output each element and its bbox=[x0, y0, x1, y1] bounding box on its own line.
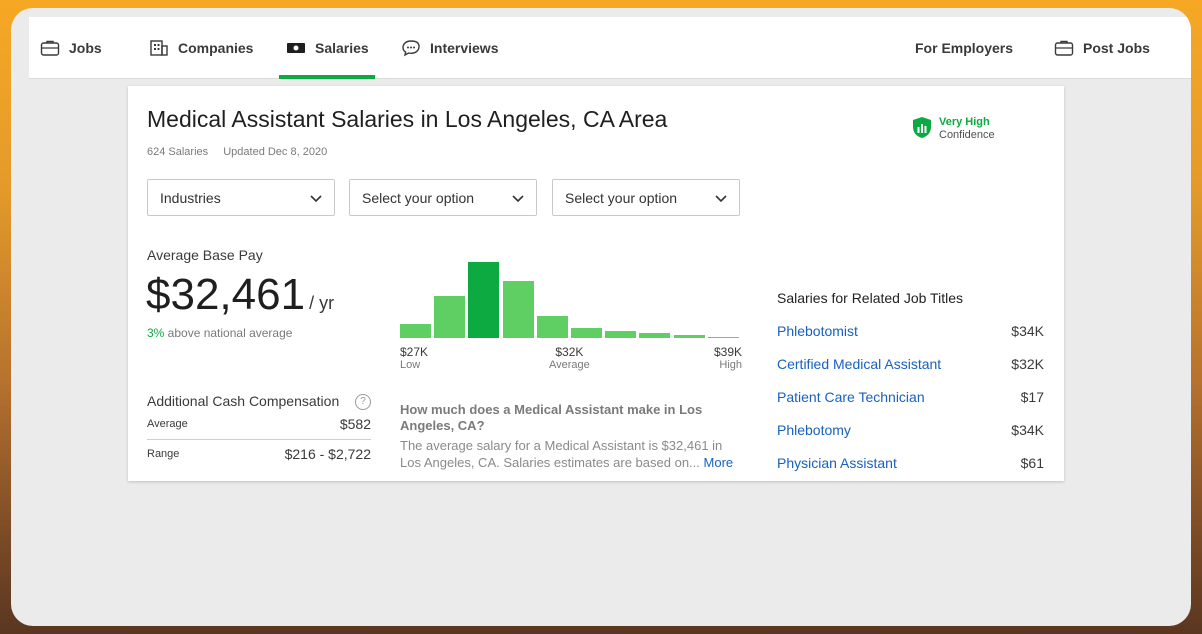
axis-low-label: Low bbox=[400, 359, 421, 371]
money-icon bbox=[285, 37, 307, 59]
salary-meta: 624 Salaries Updated Dec 8, 2020 bbox=[147, 146, 327, 158]
histogram-bar bbox=[707, 337, 739, 338]
updated-date: Updated Dec 8, 2020 bbox=[223, 146, 328, 158]
histogram-bar bbox=[502, 281, 534, 338]
industries-dropdown[interactable]: Industries bbox=[147, 179, 335, 216]
faq-question: How much does a Medical Assistant make i… bbox=[400, 402, 703, 433]
histogram-bar bbox=[468, 262, 500, 338]
related-job-link[interactable]: Physician Assistant bbox=[777, 455, 897, 471]
cash-range-value: $216 - $2,722 bbox=[284, 446, 371, 462]
nav-salaries-label: Salaries bbox=[315, 40, 369, 56]
related-job-salary: $34K bbox=[1011, 422, 1044, 438]
axis-high-label: High bbox=[719, 359, 742, 371]
filter-dropdown-3[interactable]: Select your option bbox=[552, 179, 740, 216]
pay-amount: $32,461 bbox=[146, 270, 306, 319]
nav-for-employers[interactable]: For Employers bbox=[915, 17, 1013, 79]
nav-for-employers-label: For Employers bbox=[915, 40, 1014, 56]
related-titles-heading: Salaries for Related Job Titles bbox=[777, 290, 963, 306]
salary-count: 624 Salaries bbox=[147, 146, 209, 158]
related-job-salary: $61 bbox=[1020, 455, 1044, 471]
pay-period: / yr bbox=[309, 293, 335, 313]
average-base-pay-label: Average Base Pay bbox=[147, 247, 263, 263]
additional-cash-title: Additional Cash Compensation bbox=[147, 393, 340, 409]
axis-mid-label: Average bbox=[549, 359, 590, 371]
divider bbox=[147, 439, 371, 440]
axis-mid: $32K Average bbox=[549, 345, 590, 371]
cash-average-value: $582 bbox=[339, 416, 371, 432]
axis-low: $27K Low bbox=[400, 345, 428, 371]
briefcase-icon bbox=[39, 37, 61, 59]
related-row: Patient Care Technician $17 bbox=[777, 389, 1044, 405]
nav-jobs[interactable]: Jobs bbox=[39, 17, 102, 79]
histogram-bar bbox=[571, 328, 602, 338]
chat-bubble-icon bbox=[400, 37, 422, 59]
salary-histogram bbox=[400, 256, 742, 338]
confidence-badge: Very High Confidence bbox=[912, 116, 995, 144]
related-job-link[interactable]: Phlebotomy bbox=[777, 422, 851, 438]
related-job-salary: $17 bbox=[1020, 389, 1044, 405]
related-row: Phlebotomist $34K bbox=[777, 323, 1044, 339]
axis-mid-value: $32K bbox=[555, 345, 584, 359]
filter-dropdown-2[interactable]: Select your option bbox=[349, 179, 537, 216]
faq-answer: The average salary for a Medical Assista… bbox=[400, 437, 745, 471]
histogram-bar bbox=[673, 335, 705, 338]
histogram-bar bbox=[434, 296, 466, 338]
faq-answer-text: The average salary for a Medical Assista… bbox=[400, 438, 723, 470]
average-base-pay: $32,461/ yr bbox=[146, 270, 334, 320]
nav-companies[interactable]: Companies bbox=[148, 17, 253, 79]
filter-dropdown-2-value: Select your option bbox=[362, 189, 475, 206]
cash-average-row: Average $582 bbox=[147, 416, 371, 432]
related-row: Physician Assistant $61 bbox=[777, 455, 1044, 471]
industries-dropdown-value: Industries bbox=[160, 189, 221, 206]
related-job-link[interactable]: Certified Medical Assistant bbox=[777, 356, 942, 372]
axis-high: $39K High bbox=[692, 345, 742, 371]
confidence-label: Confidence bbox=[939, 129, 995, 141]
nav-companies-label: Companies bbox=[178, 40, 254, 56]
nav-interviews-label: Interviews bbox=[430, 40, 499, 56]
briefcase-icon bbox=[1053, 37, 1075, 59]
histogram-bar bbox=[400, 324, 431, 338]
help-icon[interactable]: ? bbox=[355, 394, 371, 410]
browser-frame: Jobs Companies Salaries Interviews For E… bbox=[11, 8, 1191, 626]
shield-chart-icon bbox=[912, 116, 932, 144]
nav-post-jobs-label: Post Jobs bbox=[1083, 40, 1150, 56]
page-title: Medical Assistant Salaries in Los Angele… bbox=[147, 106, 668, 132]
above-percentage: 3% bbox=[147, 326, 165, 340]
building-icon bbox=[148, 37, 170, 59]
more-link[interactable]: More bbox=[703, 455, 734, 470]
histogram-bar bbox=[536, 316, 568, 338]
nav-salaries[interactable]: Salaries bbox=[279, 17, 375, 79]
cash-range-label: Range bbox=[147, 448, 180, 460]
related-job-salary: $32K bbox=[1011, 356, 1044, 372]
related-job-link[interactable]: Patient Care Technician bbox=[777, 389, 925, 405]
cash-average-label: Average bbox=[147, 418, 188, 430]
national-comparison: 3% above national average bbox=[147, 326, 292, 340]
related-job-link[interactable]: Phlebotomist bbox=[777, 323, 858, 339]
related-row: Certified Medical Assistant $32K bbox=[777, 356, 1044, 372]
chevron-down-icon bbox=[310, 190, 322, 206]
nav-interviews[interactable]: Interviews bbox=[400, 17, 498, 79]
axis-high-value: $39K bbox=[713, 345, 742, 359]
chevron-down-icon bbox=[715, 190, 727, 206]
above-text: above national average bbox=[164, 326, 293, 340]
top-navigation: Jobs Companies Salaries Interviews For E… bbox=[29, 17, 1191, 79]
nav-jobs-label: Jobs bbox=[69, 40, 102, 56]
nav-post-jobs[interactable]: Post Jobs bbox=[1053, 17, 1150, 79]
filter-dropdown-3-value: Select your option bbox=[565, 189, 678, 206]
related-row: Phlebotomy $34K bbox=[777, 422, 1044, 438]
cash-range-row: Range $216 - $2,722 bbox=[147, 446, 371, 462]
chevron-down-icon bbox=[512, 190, 524, 206]
confidence-level: Very High bbox=[939, 116, 990, 128]
related-job-salary: $34K bbox=[1011, 323, 1044, 339]
salary-card: Medical Assistant Salaries in Los Angele… bbox=[128, 86, 1064, 481]
histogram-bar bbox=[639, 333, 671, 338]
axis-low-value: $27K bbox=[400, 345, 429, 359]
histogram-bar bbox=[605, 331, 637, 338]
